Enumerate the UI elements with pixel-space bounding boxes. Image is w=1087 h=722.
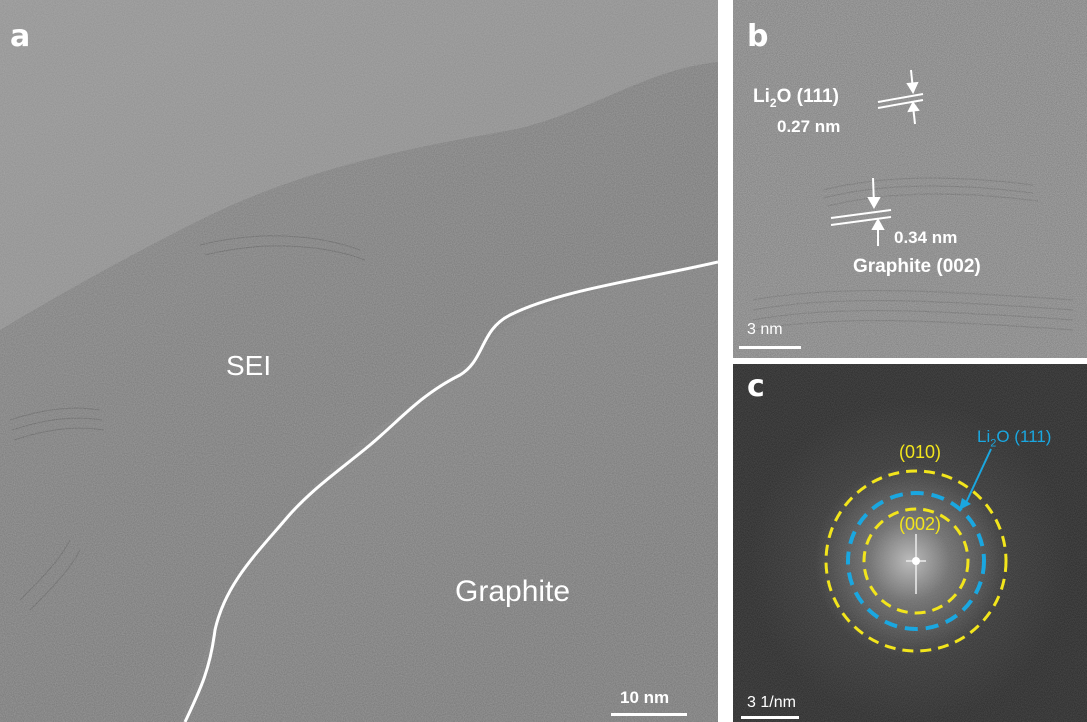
- panel-c-fft-image: c (010) (002) Li2O (111) 3 1/nm: [733, 364, 1087, 722]
- panel-b-scale-label: 3 nm: [747, 321, 783, 338]
- ring-010-outer: [824, 469, 1008, 653]
- li2o-spacing-label: 0.27 nm: [777, 117, 841, 136]
- li2o-fringe-marker: [877, 69, 924, 125]
- li2o-fft-suffix: O (111): [996, 427, 1052, 446]
- graphite-002-label: Graphite (002): [853, 256, 981, 277]
- ring-010-label: (010): [899, 442, 942, 462]
- graphite-region-label: Graphite: [455, 575, 571, 608]
- li2o-fft-prefix: Li: [977, 427, 991, 446]
- ring-002-label: (002): [899, 514, 942, 534]
- li2o-fft-subscript: 2: [990, 437, 997, 450]
- panel-c-letter: c: [747, 369, 765, 404]
- panel-c-fft-pattern: [733, 364, 1087, 722]
- panel-b-letter: b: [747, 19, 769, 54]
- li2o-111-label: Li2O (111): [753, 86, 839, 110]
- panel-a-tem-image: a SEI Graphite 10 nm: [0, 0, 718, 722]
- ring-li2o-111: [846, 491, 986, 631]
- panel-a-letter: a: [10, 19, 31, 54]
- graphite-spacing-label: 0.34 nm: [894, 228, 958, 247]
- panel-b-scale-bar: [739, 346, 801, 349]
- sei-region-label: SEI: [226, 350, 272, 381]
- li2o-label-suffix: O (111): [776, 86, 839, 107]
- sei-graphite-boundary-line: [183, 260, 718, 722]
- li2o-111-fft-label: Li2O (111): [977, 427, 1051, 449]
- li2o-label-prefix: Li: [753, 86, 770, 107]
- panel-a-scale-bar: [611, 713, 687, 716]
- panel-c-scale-label: 3 1/nm: [747, 694, 796, 711]
- graphite-fringe-marker: [830, 177, 892, 246]
- panel-c-scale-bar: [741, 716, 799, 719]
- li2o-ring-pointer: [964, 448, 992, 506]
- panel-b-hrtem-image: b Li2O (111) 0.27 nm 0.34 nm Graphite (0…: [733, 0, 1087, 358]
- li2o-label-subscript: 2: [769, 95, 777, 110]
- ring-002-inner: [862, 507, 970, 615]
- panel-a-micrograph: [0, 0, 718, 722]
- panel-a-scale-label: 10 nm: [620, 688, 670, 707]
- panel-b-micrograph: [733, 0, 1087, 358]
